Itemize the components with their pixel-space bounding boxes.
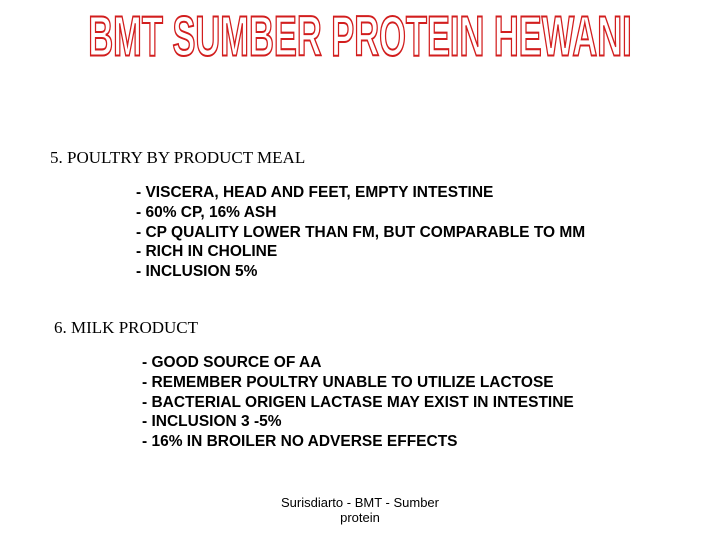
bullet-item: - INCLUSION 3 -5% <box>142 412 574 432</box>
section1-heading: 5. POULTRY BY PRODUCT MEAL <box>50 148 305 168</box>
slide-title: BMT SUMBER PROTEIN HEWANI <box>65 8 655 65</box>
section2-heading: 6. MILK PRODUCT <box>54 318 198 338</box>
section2-bullets: - GOOD SOURCE OF AA - REMEMBER POULTRY U… <box>142 353 574 452</box>
footer-line: Surisdiarto - BMT - Sumber <box>0 495 720 511</box>
section1-bullets: - VISCERA, HEAD AND FEET, EMPTY INTESTIN… <box>136 183 585 282</box>
bullet-item: - REMEMBER POULTRY UNABLE TO UTILIZE LAC… <box>142 373 574 393</box>
bullet-item: - BACTERIAL ORIGEN LACTASE MAY EXIST IN … <box>142 393 574 413</box>
bullet-item: - VISCERA, HEAD AND FEET, EMPTY INTESTIN… <box>136 183 585 203</box>
bullet-item: - 60% CP, 16% ASH <box>136 203 585 223</box>
bullet-item: - CP QUALITY LOWER THAN FM, BUT COMPARAB… <box>136 223 585 243</box>
footer-line: protein <box>0 510 720 526</box>
bullet-item: - RICH IN CHOLINE <box>136 242 585 262</box>
bullet-item: - INCLUSION 5% <box>136 262 585 282</box>
bullet-item: - GOOD SOURCE OF AA <box>142 353 574 373</box>
bullet-item: - 16% IN BROILER NO ADVERSE EFFECTS <box>142 432 574 452</box>
slide-footer: Surisdiarto - BMT - Sumber protein <box>0 495 720 526</box>
